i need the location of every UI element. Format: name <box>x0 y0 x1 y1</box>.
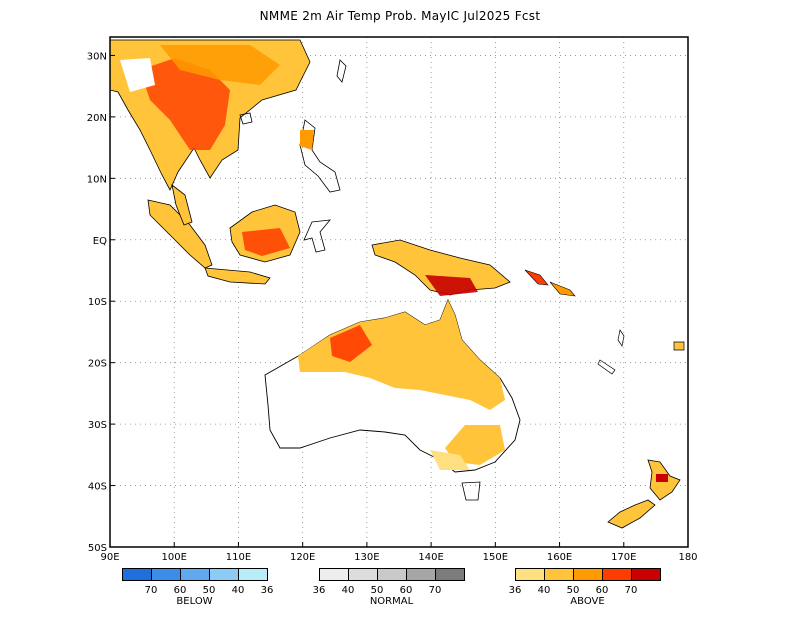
solomon-islands <box>524 269 549 286</box>
lat-tick-label: 20N <box>87 113 107 124</box>
legend-value-above: 36 <box>508 585 522 596</box>
fiji <box>673 341 685 351</box>
lat-tick-label: 30S <box>88 420 107 431</box>
legend-value-below: 60 <box>173 585 187 596</box>
hot-region-png <box>425 275 478 296</box>
legend-value-normal: 60 <box>399 585 413 596</box>
lon-tick-label: 130E <box>354 552 379 563</box>
grid-lines <box>110 37 688 547</box>
legend-label-normal: NORMAL <box>369 596 414 607</box>
legend-swatch-above <box>573 568 603 581</box>
lon-tick-label: 160E <box>547 552 572 563</box>
legend-label-above: ABOVE <box>570 596 605 607</box>
lon-tick-label: 150E <box>483 552 508 563</box>
legend-swatch-below <box>238 568 268 581</box>
hot-region-top-end <box>330 325 372 362</box>
lat-tick-label: 10S <box>88 297 107 308</box>
legend-value-normal: 40 <box>341 585 355 596</box>
legend-value-below: 50 <box>202 585 216 596</box>
legend-swatch-below <box>151 568 181 581</box>
lat-tick-label: 50S <box>88 543 107 554</box>
nz-hot <box>656 474 668 482</box>
map-title: NMME 2m Air Temp Prob. MayIC Jul2025 Fcs… <box>259 9 541 23</box>
legend-value-normal: 70 <box>428 585 442 596</box>
legend-swatch-normal <box>319 568 349 581</box>
legend-value-below: 70 <box>144 585 158 596</box>
taiwan <box>336 59 347 83</box>
legend-swatch-normal <box>348 568 378 581</box>
legend-value-below: 36 <box>260 585 274 596</box>
legend-value-above: 40 <box>537 585 551 596</box>
solomon-islands-2 <box>549 281 576 297</box>
new-caledonia <box>597 359 616 375</box>
new-zealand-south <box>607 499 656 529</box>
vanuatu <box>617 329 625 347</box>
java <box>204 267 271 285</box>
legend-value-above: 70 <box>624 585 638 596</box>
lon-tick-label: 140E <box>418 552 443 563</box>
lon-tick-label: 110E <box>226 552 251 563</box>
hot-region-philippines <box>300 130 314 150</box>
axis-ticks: 90E 100E 110E 120E 130E 140E 150E 160E 170E 180 30… <box>87 51 698 563</box>
hot-region-china <box>160 45 280 85</box>
normal-patch-myanmar <box>120 58 155 92</box>
hainan <box>239 112 253 125</box>
legend-value-normal: 50 <box>370 585 384 596</box>
hot-region-indochina <box>140 58 230 150</box>
lat-tick-label: 40S <box>88 482 107 493</box>
legend-label-below: BELOW <box>176 596 213 607</box>
lon-tick-label: 90E <box>100 552 119 563</box>
malay-peninsula <box>171 184 193 226</box>
legend-swatch-below <box>180 568 210 581</box>
lon-tick-label: 120E <box>290 552 315 563</box>
lat-tick-label: 20S <box>88 359 107 370</box>
legend-swatch-above <box>515 568 545 581</box>
plot-frame <box>109 36 689 548</box>
lon-tick-label: 180 <box>678 552 697 563</box>
probability-field <box>110 39 685 529</box>
lat-tick-label: 30N <box>87 51 107 62</box>
sulawesi <box>303 219 331 253</box>
hot-region-borneo <box>242 228 290 256</box>
legend-swatch-above <box>544 568 574 581</box>
lon-tick-label: 100E <box>162 552 187 563</box>
legend-swatch-normal <box>377 568 407 581</box>
new-guinea <box>371 239 511 296</box>
tasmania <box>461 481 481 501</box>
legend-value-above: 50 <box>566 585 580 596</box>
above-patch-victoria <box>430 450 470 470</box>
legend-value-below: 40 <box>231 585 245 596</box>
legend-value-above: 60 <box>595 585 609 596</box>
lon-tick-label: 170E <box>611 552 636 563</box>
legend-swatch-normal <box>435 568 465 581</box>
lat-tick-label: EQ <box>93 236 107 247</box>
lat-tick-label: 10N <box>87 174 107 185</box>
legend-swatch-below <box>209 568 239 581</box>
legend-value-normal: 36 <box>312 585 326 596</box>
above-band-north-australia <box>298 300 505 410</box>
legend-swatch-above <box>602 568 632 581</box>
philippines <box>299 119 341 193</box>
legend-swatch-normal <box>406 568 436 581</box>
legend-swatch-below <box>122 568 152 581</box>
legend-swatch-above <box>631 568 661 581</box>
